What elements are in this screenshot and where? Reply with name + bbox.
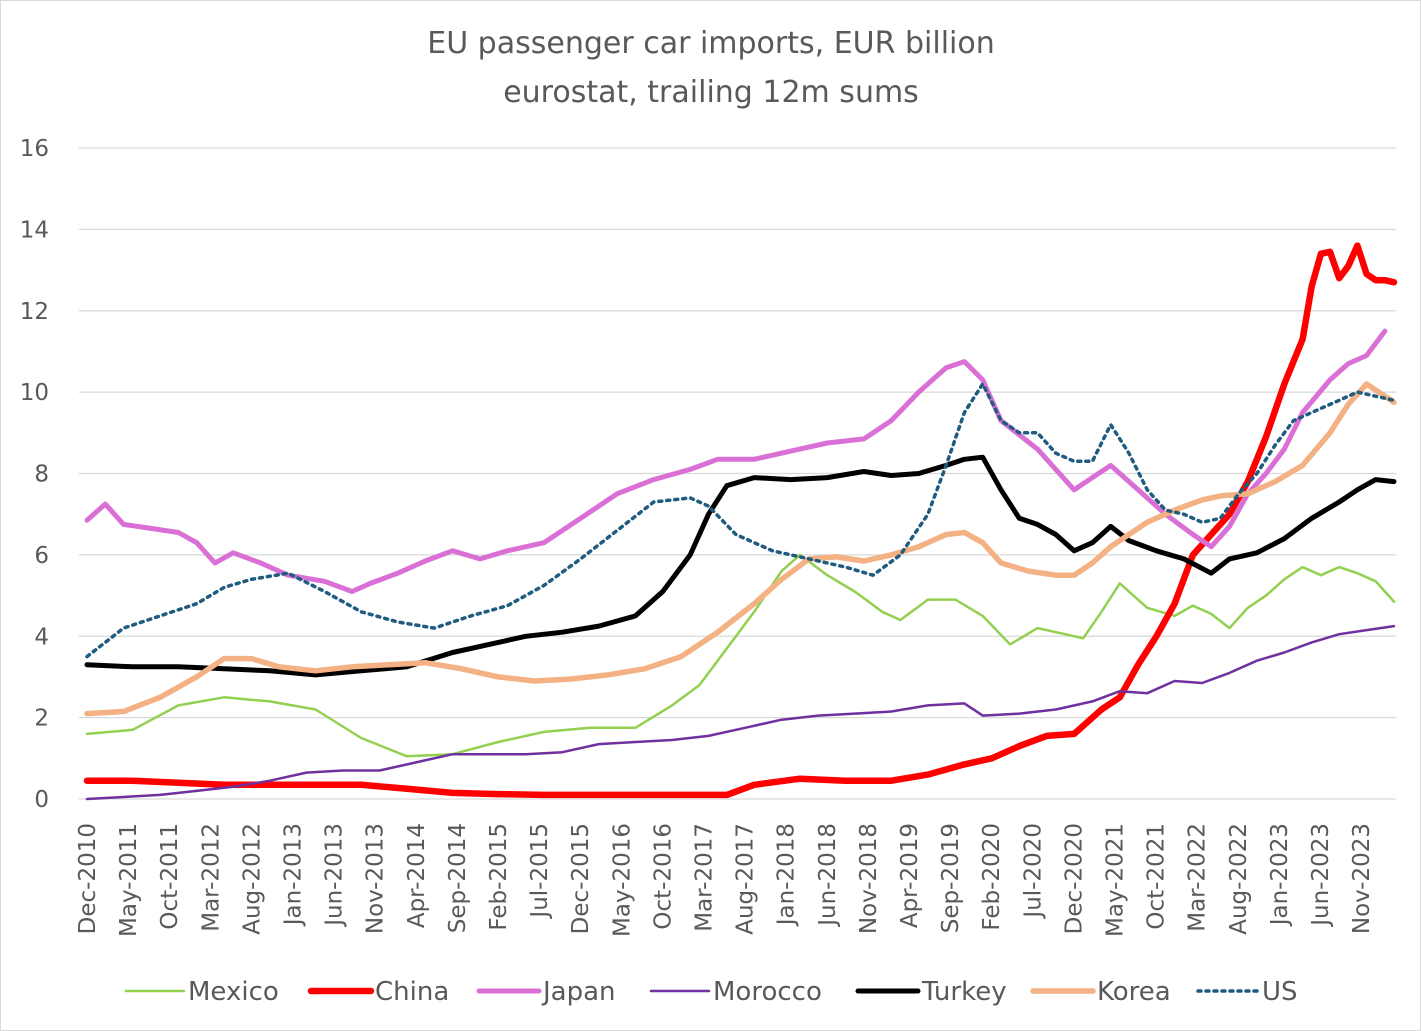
- x-tick-label: Jun-2018: [815, 823, 841, 928]
- legend-label-turkey: Turkey: [921, 977, 1007, 1007]
- y-tick-label: 14: [20, 217, 49, 243]
- y-axis: 0 2 4 6 8 10 12 14 16: [20, 136, 49, 813]
- x-tick-label: Aug-2012: [239, 823, 265, 935]
- legend-label-us: US: [1262, 977, 1298, 1007]
- x-tick-label: May-2016: [609, 823, 635, 937]
- y-tick-label: 0: [34, 787, 49, 813]
- x-tick-label: Jul-2020: [1020, 823, 1046, 920]
- series-line-japan: [84, 328, 1388, 594]
- x-tick-label: Jul-2015: [527, 823, 553, 920]
- series-lines: [83, 242, 1398, 801]
- x-tick-label: Apr-2014: [404, 823, 430, 928]
- gridlines: [79, 147, 1396, 800]
- x-tick-label: Jan-2018: [774, 823, 800, 927]
- series-line-mexico: [85, 553, 1396, 758]
- x-tick-label: Mar-2017: [692, 823, 718, 932]
- x-tick-label: Dec-2015: [568, 823, 594, 934]
- x-tick-label: Nov-2023: [1349, 823, 1375, 934]
- y-tick-label: 10: [20, 380, 49, 406]
- legend-label-korea: Korea: [1097, 977, 1171, 1007]
- y-tick-label: 16: [20, 136, 49, 162]
- y-tick-label: 12: [20, 299, 49, 325]
- y-tick-label: 4: [34, 624, 49, 650]
- x-tick-label: Sep-2019: [938, 823, 964, 933]
- x-tick-label: Oct-2011: [157, 823, 183, 930]
- series-line-china: [83, 242, 1398, 799]
- x-tick-label: Sep-2014: [445, 823, 471, 933]
- x-tick-label: Nov-2013: [363, 823, 389, 934]
- x-tick-label: Dec-2010: [75, 823, 101, 934]
- x-axis: Dec-2010 May-2011 Oct-2011 Mar-2012 Aug-2012…: [75, 823, 1375, 937]
- x-tick-label: Dec-2020: [1061, 823, 1087, 934]
- series-line-morocco: [85, 624, 1396, 801]
- x-tick-label: Feb-2020: [979, 823, 1005, 931]
- x-tick-label: Jun-2023: [1308, 823, 1334, 928]
- series-line-turkey: [84, 454, 1397, 678]
- x-tick-label: Jan-2013: [281, 823, 307, 927]
- y-tick-label: 6: [34, 543, 49, 569]
- legend-label-morocco: Morocco: [713, 977, 822, 1007]
- x-tick-label: Mar-2022: [1185, 823, 1211, 932]
- x-tick-label: Aug-2022: [1226, 823, 1252, 935]
- x-tick-label: Aug-2017: [733, 823, 759, 935]
- series-line-korea: [84, 381, 1397, 717]
- chart-title: EU passenger car imports, EUR billion: [427, 26, 995, 61]
- x-tick-label: Oct-2021: [1144, 823, 1170, 930]
- x-tick-label: Nov-2018: [856, 823, 882, 934]
- x-tick-label: Apr-2019: [897, 823, 923, 928]
- x-tick-label: Jan-2023: [1267, 823, 1293, 927]
- x-tick-label: Feb-2015: [486, 823, 512, 931]
- x-tick-label: Jun-2013: [322, 823, 348, 928]
- legend-label-mexico: Mexico: [188, 977, 279, 1007]
- x-tick-label: Mar-2012: [198, 823, 224, 932]
- legend: Mexico China Japan Morocco Turkey Korea US: [124, 977, 1298, 1007]
- legend-label-japan: Japan: [541, 977, 616, 1007]
- series-line-us: [85, 382, 1396, 659]
- legend-label-china: China: [375, 977, 449, 1007]
- y-tick-label: 8: [34, 462, 49, 488]
- x-tick-label: Oct-2016: [650, 823, 676, 930]
- y-tick-label: 2: [34, 706, 49, 732]
- x-tick-label: May-2011: [116, 823, 142, 937]
- x-tick-label: May-2021: [1103, 823, 1129, 937]
- chart-subtitle: eurostat, trailing 12m sums: [503, 75, 919, 110]
